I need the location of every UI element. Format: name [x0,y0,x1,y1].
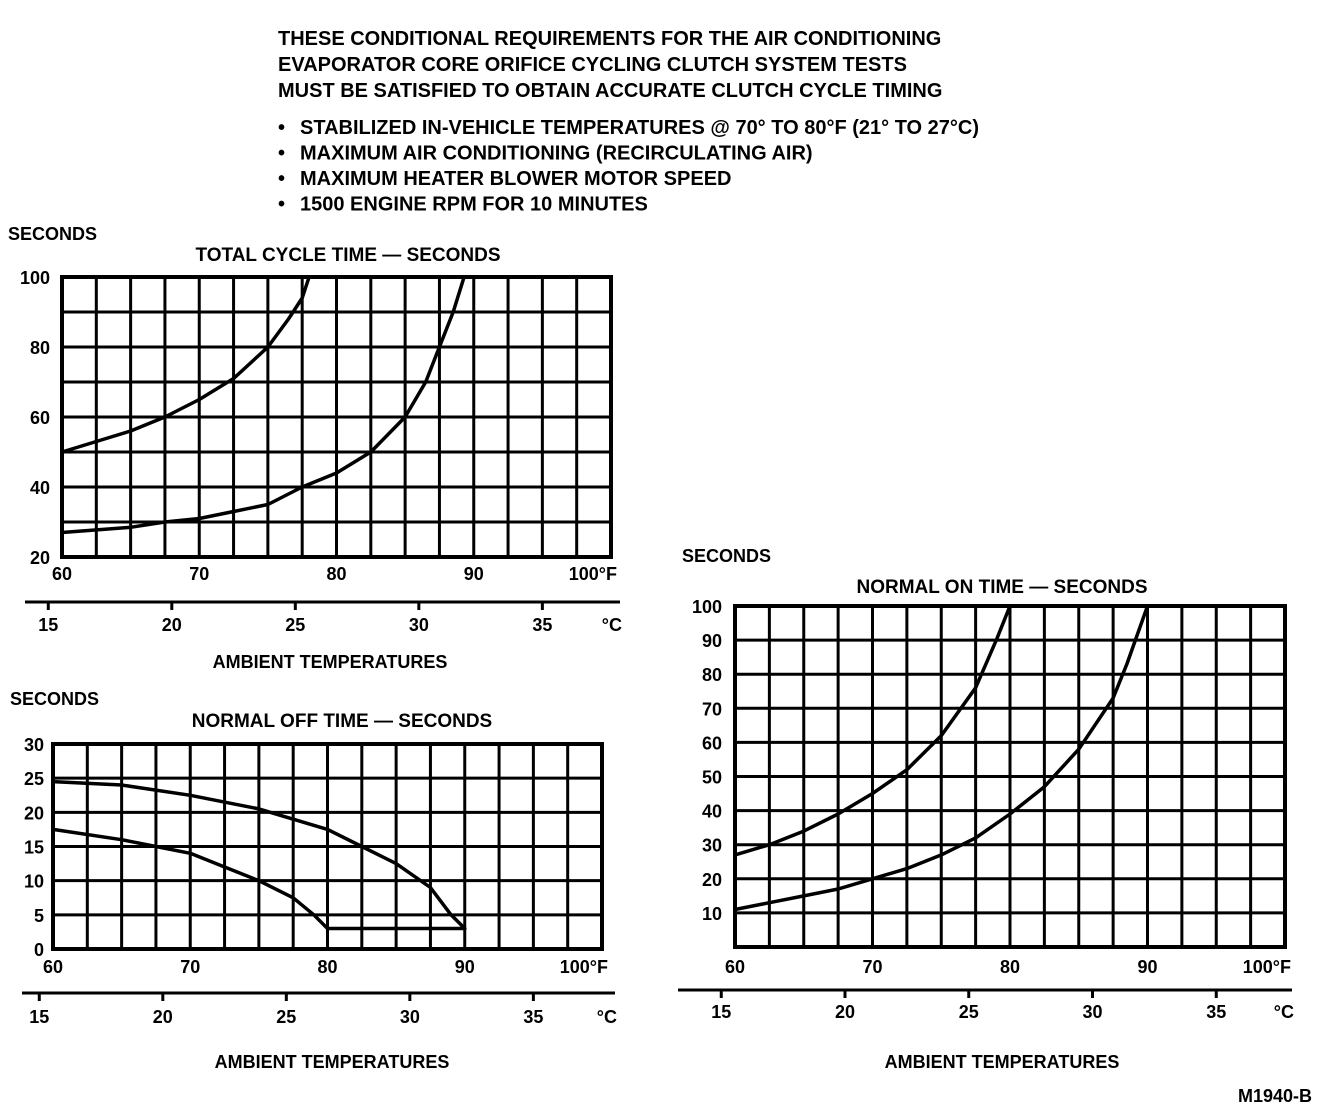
y-tick-label: 20 [30,548,50,568]
y-axis-label: SECONDS [10,689,99,709]
figure-code: M1940-B [1238,1086,1312,1106]
requirements-header: THESE CONDITIONAL REQUIREMENTS FOR THE A… [278,28,979,216]
y-tick-label: 50 [702,768,722,788]
y-tick-label: 5 [34,906,44,926]
series-line-1 [61,276,311,454]
y-tick-label: 90 [702,631,722,651]
y-tick-label: 100 [20,268,50,288]
requirement-item: 1500 ENGINE RPM FOR 10 MINUTES [300,194,648,216]
x-tick-label-fahrenheit: 90 [464,564,484,584]
requirement-item: MAXIMUM AIR CONDITIONING (RECIRCULATING … [300,143,813,165]
bullet-icon: • [278,194,285,216]
total-cycle-time-chart: SECONDS TOTAL CYCLE TIME — SECONDS 100 80 60… [8,224,622,672]
y-tick-label: 70 [702,699,722,719]
y-tick-label: 80 [702,665,722,685]
header-line: MUST BE SATISFIED TO OBTAIN ACCURATE CLU… [278,80,942,102]
celsius-unit-label: °C [1274,1002,1294,1022]
y-tick-label: 10 [24,872,44,892]
x-tick-label-celsius: 20 [835,1002,855,1022]
bullet-icon: • [278,117,285,139]
series-line-1 [52,779,467,931]
x-tick-label-celsius: 35 [523,1007,543,1027]
x-tick-label-fahrenheit: 80 [1000,957,1020,977]
plot-frame [60,275,613,559]
y-axis-label: SECONDS [8,224,97,244]
x-tick-label-celsius: 15 [711,1002,731,1022]
requirement-item: MAXIMUM HEATER BLOWER MOTOR SPEED [300,168,731,190]
x-tick-label-fahrenheit: 90 [455,957,475,977]
chart-title: TOTAL CYCLE TIME — SECONDS [195,245,500,266]
x-tick-label-celsius: 25 [285,615,305,635]
normal-on-time-chart: SECONDS NORMAL ON TIME — SECONDS 100 90 80 70… [678,546,1294,1072]
x-tick-label-celsius: 30 [1082,1002,1102,1022]
x-tick-label-fahrenheit: 60 [43,957,63,977]
y-tick-label: 30 [702,836,722,856]
y-tick-label: 0 [34,940,44,960]
x-tick-label-fahrenheit: 60 [52,564,72,584]
x-tick-label-fahrenheit: 70 [189,564,209,584]
x-tick-label-fahrenheit: 100°F [560,957,608,977]
x-axis-label: AMBIENT TEMPERATURES [215,1052,450,1072]
x-tick-label-fahrenheit: 80 [326,564,346,584]
celsius-unit-label: °C [602,615,622,635]
bullet-icon: • [278,168,285,190]
x-tick-label-celsius: 30 [400,1007,420,1027]
x-tick-label-celsius: 35 [532,615,552,635]
bullet-icon: • [278,143,285,165]
header-line: EVAPORATOR CORE ORIFICE CYCLING CLUTCH S… [278,54,907,76]
plot-frame [51,742,604,951]
x-tick-label-fahrenheit: 70 [180,957,200,977]
x-tick-label-fahrenheit: 60 [725,957,745,977]
x-tick-label-fahrenheit: 70 [862,957,882,977]
y-tick-label: 25 [24,769,44,789]
y-tick-label: 20 [702,870,722,890]
y-tick-label: 80 [30,338,50,358]
chart-title: NORMAL OFF TIME — SECONDS [192,711,492,732]
x-axis-label: AMBIENT TEMPERATURES [885,1052,1120,1072]
x-tick-label-celsius: 20 [153,1007,173,1027]
chart-title: NORMAL ON TIME — SECONDS [857,577,1148,598]
y-axis-label: SECONDS [682,546,771,566]
header-line: THESE CONDITIONAL REQUIREMENTS FOR THE A… [278,28,941,50]
x-tick-label-celsius: 25 [276,1007,296,1027]
x-tick-label-celsius: 15 [38,615,58,635]
y-tick-label: 60 [30,408,50,428]
x-axis-label: AMBIENT TEMPERATURES [213,652,448,672]
y-tick-label: 15 [24,838,44,858]
y-tick-label: 100 [692,597,722,617]
x-tick-label-fahrenheit: 90 [1137,957,1157,977]
series-line-1 [734,605,1012,857]
x-tick-label-celsius: 35 [1206,1002,1226,1022]
celsius-unit-label: °C [597,1007,617,1027]
x-tick-label-celsius: 20 [162,615,182,635]
y-tick-label: 10 [702,904,722,924]
x-tick-label-celsius: 25 [959,1002,979,1022]
x-tick-label-fahrenheit: 80 [317,957,337,977]
series-line-2 [734,605,1150,912]
x-tick-label-fahrenheit: 100°F [569,564,617,584]
y-tick-label: 20 [24,803,44,823]
y-tick-label: 30 [24,735,44,755]
x-tick-label-celsius: 15 [29,1007,49,1027]
x-tick-label-celsius: 30 [409,615,429,635]
y-tick-label: 40 [702,802,722,822]
y-tick-label: 60 [702,733,722,753]
y-tick-label: 40 [30,478,50,498]
x-tick-label-fahrenheit: 100°F [1243,957,1291,977]
requirement-item: STABILIZED IN-VEHICLE TEMPERATURES @ 70°… [300,117,979,139]
normal-off-time-chart: SECONDS NORMAL OFF TIME — SECONDS 30 25 20 15… [10,689,617,1072]
